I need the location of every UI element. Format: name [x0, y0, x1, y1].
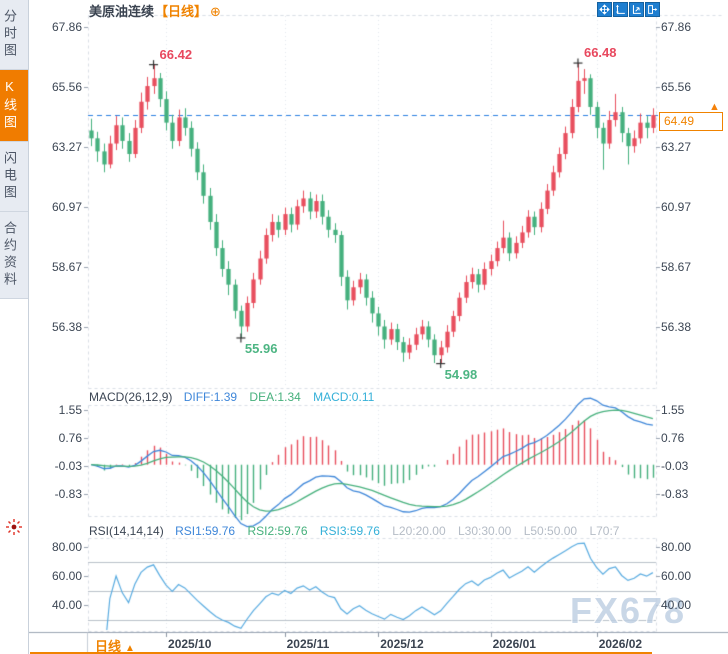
- main-yaxis-label: 63.27: [661, 139, 692, 154]
- main-yaxis-label: 65.56: [661, 80, 692, 95]
- macd-yaxis-label: -0.03: [661, 458, 689, 473]
- price-annotation: 66.42: [159, 46, 193, 62]
- period-arrow-icon: ▲: [125, 643, 135, 654]
- macd-title: MACD(26,12,9): [89, 390, 173, 404]
- axis-fit-icon: [632, 5, 641, 14]
- auto-scale-button[interactable]: [629, 2, 644, 17]
- bottom-accent-strip: [30, 652, 652, 654]
- macd-yaxis-label: 0.76: [661, 430, 685, 445]
- rsi-l30-value: L30:30.00: [457, 524, 512, 538]
- axis-updown-icon: [616, 4, 625, 14]
- main-yaxis-label: 56.38: [661, 320, 692, 334]
- rsi1-value: RSI1:59.76: [175, 524, 236, 538]
- chart-toolbar: [597, 2, 660, 17]
- macd-yaxis-label: -0.03: [54, 458, 82, 473]
- price-annotation: 66.48: [583, 45, 617, 61]
- chart-title: 美原油连续: [89, 4, 155, 19]
- main-yaxis-label: 58.67: [661, 260, 692, 275]
- main-yaxis-label: 67.86: [51, 20, 82, 34]
- chart-title-bar: 美原油连续【日线】 ⊕: [89, 1, 221, 20]
- rsi-yaxis-label: 40.00: [51, 598, 82, 612]
- close-chart-button[interactable]: [645, 2, 660, 17]
- move-icon: [599, 4, 610, 15]
- period-selector[interactable]: 日线 ▲: [95, 636, 135, 654]
- main-yaxis-label: 56.38: [51, 320, 82, 334]
- last-price-label: 64.49: [659, 112, 723, 132]
- rsi-header: RSI(14,14,14) RSI1:59.76 RSI2:59.76 RSI3…: [89, 524, 628, 538]
- watermark: FX678: [570, 590, 687, 631]
- xaxis-date-label: 2025/10: [168, 637, 212, 651]
- macd-yaxis-label: -0.83: [661, 487, 689, 501]
- rsi-l50-value: L50:50.00: [523, 524, 578, 538]
- macd-yaxis-label: 1.55: [58, 403, 82, 417]
- rsi-yaxis-label: 60.00: [51, 569, 82, 583]
- flash-indicator-icon: [5, 518, 23, 541]
- rsi-yaxis-label: 80.00: [51, 540, 82, 554]
- price-up-arrow-icon: ▲: [709, 101, 720, 114]
- period-label: 日线: [95, 639, 122, 654]
- xaxis-date-label: 2026/02: [598, 637, 643, 651]
- rsi-title: RSI(14,14,14): [89, 524, 164, 538]
- rsi-yaxis-label: 80.00: [661, 540, 692, 554]
- main-yaxis-label: 58.67: [51, 260, 82, 275]
- rsi3-value: RSI3:59.76: [319, 524, 380, 538]
- sidebar-tab-flash-chart[interactable]: 闪电图: [0, 142, 28, 212]
- xaxis-date-label: 2026/01: [492, 637, 536, 651]
- chart-type-sidebar: 分时图 K线图 闪电图 合约资料: [0, 0, 29, 654]
- rsi-l20-value: L20:20.00: [392, 524, 446, 538]
- macd-diff-value: DIFF:1.39: [183, 390, 238, 404]
- main-yaxis-label: 63.27: [51, 139, 82, 154]
- rsi-l70-value: L70:7: [589, 524, 620, 538]
- macd-yaxis-label: 1.55: [661, 403, 685, 417]
- chart-period-label: 【日线】: [155, 4, 208, 19]
- crosshair-tool-button[interactable]: [597, 2, 612, 17]
- xaxis-date-label: 2025/11: [286, 637, 330, 651]
- sidebar-tab-kline-chart[interactable]: K线图: [0, 70, 28, 142]
- price-annotation: 55.96: [244, 340, 278, 356]
- macd-yaxis-label: -0.83: [54, 487, 82, 501]
- rsi-yaxis-label: 60.00: [661, 569, 692, 583]
- circle-plus-icon[interactable]: ⊕: [210, 4, 221, 19]
- price-annotation: 54.98: [444, 366, 478, 382]
- rsi-yaxis-label: 40.00: [661, 598, 692, 612]
- y-axis-range-button[interactable]: [613, 2, 628, 17]
- main-yaxis-label: 60.97: [51, 200, 82, 215]
- macd-header: MACD(26,12,9) DIFF:1.39 DEA:1.34 MACD:0.…: [89, 390, 383, 404]
- exit-icon: [648, 5, 658, 14]
- rsi2-value: RSI2:59.76: [247, 524, 308, 538]
- sidebar-tab-contract-info[interactable]: 合约资料: [0, 212, 28, 299]
- macd-dea-value: DEA:1.34: [249, 390, 301, 404]
- xaxis-date-label: 2025/12: [380, 637, 424, 651]
- main-yaxis-label: 67.86: [661, 20, 692, 34]
- main-yaxis-label: 65.56: [51, 80, 82, 95]
- macd-macd-value: MACD:0.11: [313, 390, 375, 404]
- main-yaxis-label: 60.97: [661, 200, 692, 215]
- macd-yaxis-label: 0.76: [58, 430, 82, 445]
- sidebar-tab-time-chart[interactable]: 分时图: [0, 0, 28, 70]
